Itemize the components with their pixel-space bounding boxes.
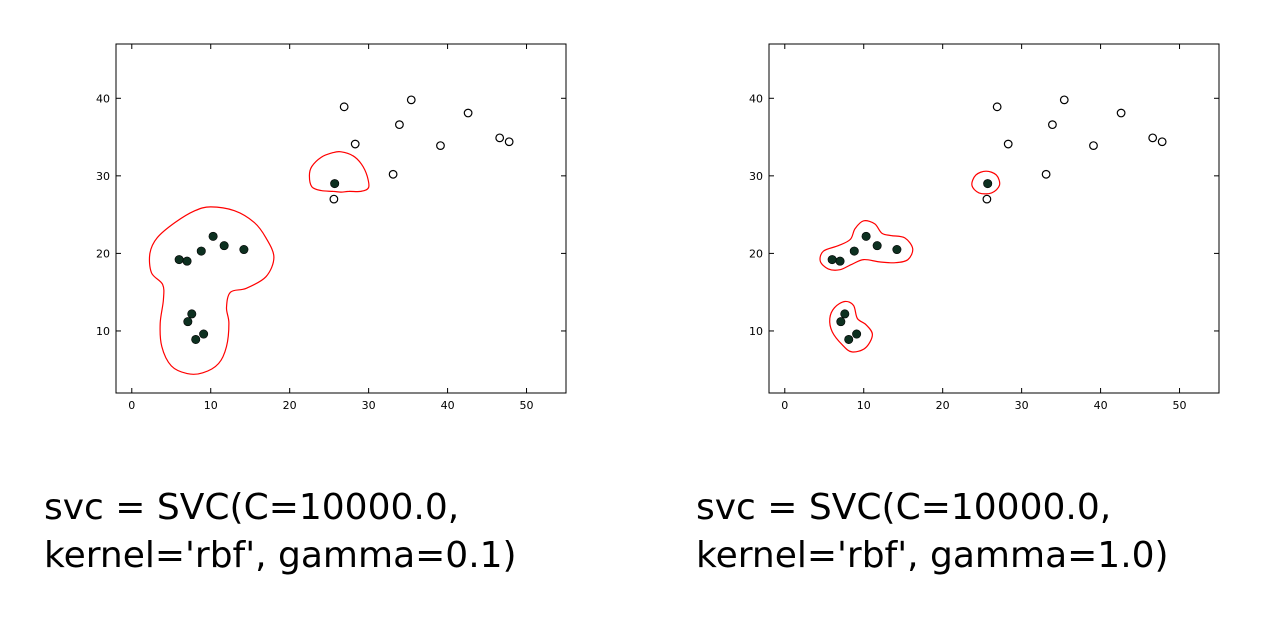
data-point-hollow bbox=[1116, 108, 1126, 118]
y-tick-label: 10 bbox=[749, 325, 763, 338]
data-point-hollow bbox=[395, 120, 404, 130]
data-point-hollow bbox=[339, 102, 349, 112]
data-point-filled bbox=[174, 255, 184, 265]
plot-frame bbox=[115, 43, 567, 394]
x-tick-label: 0 bbox=[781, 399, 788, 412]
data-point-filled bbox=[208, 231, 218, 241]
data-point-hollow bbox=[1089, 141, 1098, 150]
data-point-hollow bbox=[982, 194, 992, 204]
x-tick-label: 0 bbox=[128, 399, 135, 412]
y-tick-label: 20 bbox=[96, 247, 110, 260]
x-tick-label: 50 bbox=[1173, 399, 1187, 412]
data-point-hollow bbox=[1048, 120, 1057, 130]
data-point-filled bbox=[219, 241, 229, 251]
data-point-hollow bbox=[1157, 137, 1167, 147]
data-point-hollow bbox=[1041, 169, 1051, 179]
decision-boundary bbox=[148, 206, 275, 375]
x-tick-label: 20 bbox=[283, 399, 297, 412]
data-point-filled bbox=[844, 334, 854, 344]
data-point-filled bbox=[187, 309, 197, 319]
data-point-filled bbox=[199, 329, 209, 339]
svc-caption-gamma-1-0: svc = SVC(C=10000.0, kernel='rbf', gamma… bbox=[696, 484, 1169, 580]
data-point-filled bbox=[840, 309, 850, 319]
chart-panel-gamma-1-0: 0 10 20 30 40 50 10 20 30 40 svc = SVC(C=10000.0,… bbox=[635, 0, 1270, 626]
x-tick-label: 10 bbox=[857, 399, 871, 412]
data-point-hollow bbox=[1003, 139, 1013, 149]
caption-line-1: svc = SVC(C=10000.0, bbox=[696, 487, 1112, 528]
data-point-filled bbox=[892, 245, 902, 255]
data-point-hollow bbox=[992, 102, 1002, 112]
data-point-filled bbox=[861, 231, 871, 241]
data-point-hollow bbox=[436, 141, 445, 150]
chart-panel-gamma-0-1: 0 10 20 30 40 50 10 20 30 40 svc = SVC(C=10000.0,… bbox=[44, 43, 567, 580]
x-tick-label: 40 bbox=[1094, 399, 1108, 412]
data-point-hollow bbox=[1059, 95, 1069, 105]
data-point-hollow bbox=[495, 133, 505, 143]
decision-boundary bbox=[971, 170, 1001, 195]
data-point-filled bbox=[239, 245, 249, 255]
caption-line-1: svc = SVC(C=10000.0, bbox=[44, 487, 460, 528]
data-point-filled bbox=[330, 179, 340, 189]
scatter-plot-gamma-0-1: 0 10 20 30 40 50 10 20 30 40 bbox=[96, 43, 567, 412]
y-tick-label: 30 bbox=[96, 170, 110, 183]
data-point-filled bbox=[983, 179, 993, 189]
x-tick-label: 30 bbox=[1015, 399, 1029, 412]
y-tick-label: 40 bbox=[96, 92, 110, 105]
y-tick-label: 20 bbox=[749, 247, 763, 260]
data-point-filled bbox=[182, 256, 192, 266]
caption-line-2: kernel='rbf', gamma=1.0) bbox=[696, 535, 1169, 576]
data-point-filled bbox=[827, 255, 837, 265]
plot-frame bbox=[768, 43, 1220, 394]
data-point-hollow bbox=[504, 137, 514, 147]
data-point-filled bbox=[196, 246, 206, 256]
data-point-hollow bbox=[463, 108, 473, 118]
svc-caption-gamma-0-1: svc = SVC(C=10000.0, kernel='rbf', gamma… bbox=[44, 484, 517, 580]
x-tick-label: 50 bbox=[520, 399, 534, 412]
x-tick-label: 40 bbox=[441, 399, 455, 412]
data-point-hollow bbox=[406, 95, 416, 105]
y-tick-label: 10 bbox=[96, 325, 110, 338]
decision-boundary bbox=[819, 220, 914, 271]
y-tick-label: 40 bbox=[749, 92, 763, 105]
data-point-filled bbox=[836, 317, 846, 327]
decision-boundary bbox=[829, 300, 873, 353]
data-point-filled bbox=[183, 317, 193, 327]
x-tick-label: 10 bbox=[204, 399, 218, 412]
scatter-plot-gamma-1-0: 0 10 20 30 40 50 10 20 30 40 bbox=[749, 43, 1220, 412]
x-tick-label: 30 bbox=[362, 399, 376, 412]
data-point-filled bbox=[852, 329, 862, 339]
y-tick-label: 30 bbox=[749, 170, 763, 183]
data-point-hollow bbox=[329, 194, 339, 204]
data-point-hollow bbox=[388, 169, 398, 179]
data-point-hollow bbox=[350, 139, 360, 149]
data-point-filled bbox=[849, 246, 859, 256]
data-point-filled bbox=[872, 241, 882, 251]
data-point-filled bbox=[835, 256, 845, 266]
data-point-filled bbox=[191, 334, 201, 344]
data-point-hollow bbox=[1148, 133, 1158, 143]
x-tick-label: 20 bbox=[936, 399, 950, 412]
caption-line-2: kernel='rbf', gamma=0.1) bbox=[44, 535, 517, 576]
decision-boundary bbox=[308, 150, 370, 193]
